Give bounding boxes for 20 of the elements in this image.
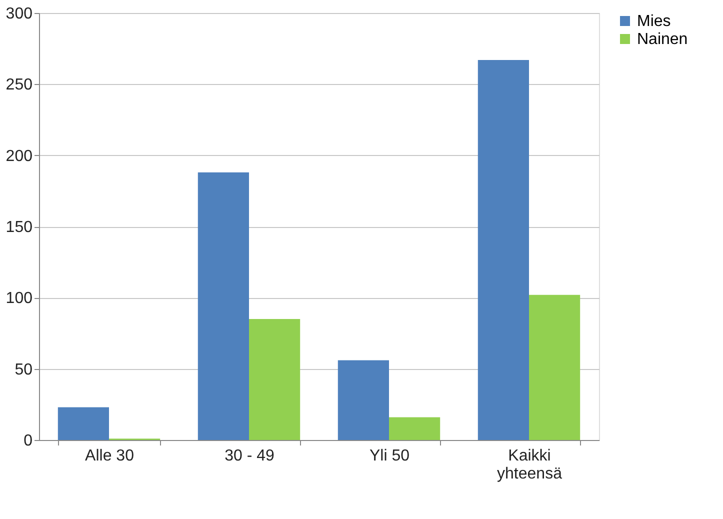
legend-label: Nainen bbox=[637, 31, 688, 48]
y-tick-label: 50 bbox=[14, 361, 33, 378]
bar bbox=[198, 172, 249, 440]
y-tick-label: 0 bbox=[24, 432, 33, 450]
bar bbox=[529, 294, 580, 440]
bar bbox=[249, 319, 300, 440]
y-tick-label: 200 bbox=[6, 148, 33, 165]
x-tick-label: Kaikki yhteensä bbox=[497, 448, 562, 482]
x-tick-label: 30 - 49 bbox=[224, 448, 275, 464]
y-tick-label: 100 bbox=[6, 290, 33, 308]
y-tick-label: 300 bbox=[6, 6, 33, 22]
x-tick-label: Alle 30 bbox=[85, 448, 134, 464]
bar bbox=[338, 360, 389, 440]
y-tick-label: 250 bbox=[6, 76, 33, 94]
legend-label: Mies bbox=[637, 13, 671, 30]
x-tick-label: Yli 50 bbox=[369, 448, 410, 464]
y-tick-label: 150 bbox=[6, 219, 33, 236]
bar bbox=[478, 60, 529, 440]
bar bbox=[58, 407, 109, 440]
bar bbox=[389, 417, 440, 440]
